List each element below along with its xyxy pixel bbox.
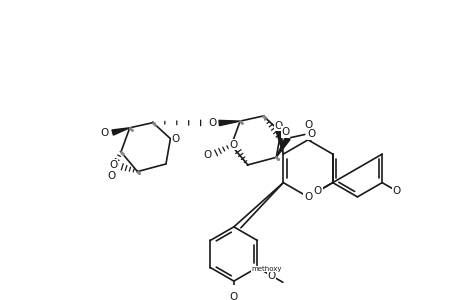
Text: methoxy: methoxy bbox=[251, 266, 281, 272]
Text: O: O bbox=[267, 271, 275, 281]
Text: O: O bbox=[313, 186, 321, 196]
Text: O: O bbox=[303, 192, 312, 202]
Text: O: O bbox=[392, 186, 400, 196]
Polygon shape bbox=[276, 137, 289, 157]
Polygon shape bbox=[275, 130, 283, 154]
Text: O: O bbox=[274, 121, 282, 130]
Text: O: O bbox=[229, 292, 237, 300]
Polygon shape bbox=[112, 128, 129, 135]
Text: O: O bbox=[100, 128, 108, 137]
Text: O: O bbox=[208, 118, 216, 128]
Polygon shape bbox=[218, 120, 240, 126]
Text: O: O bbox=[171, 134, 179, 144]
Text: O: O bbox=[203, 150, 211, 160]
Text: O: O bbox=[109, 160, 118, 170]
Text: O: O bbox=[107, 171, 115, 181]
Text: O: O bbox=[229, 140, 237, 150]
Text: O: O bbox=[303, 120, 312, 130]
Text: O: O bbox=[307, 130, 315, 140]
Text: O: O bbox=[281, 127, 289, 137]
